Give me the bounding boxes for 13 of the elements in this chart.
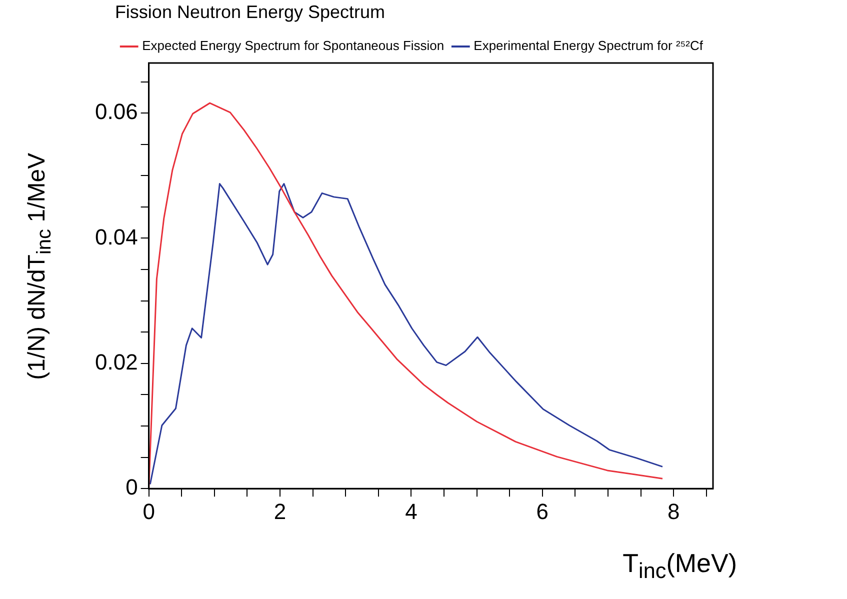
x-axis-title: T$_{inc}$(MeV) xyxy=(622,548,737,584)
x-tick-label: 4 xyxy=(405,498,418,524)
y-tick-label: 0.02 xyxy=(94,349,138,374)
legend-label: Experimental Energy Spectrum for ²⁵²Cf xyxy=(474,38,704,54)
y-tick-label: 0.04 xyxy=(94,224,138,250)
y-tick-label: 0.06 xyxy=(94,99,138,124)
y-tick-label: 0 xyxy=(126,474,138,500)
chart-title: Fission Neutron Energy Spectrum xyxy=(114,2,386,23)
x-tick-label: 6 xyxy=(536,498,549,524)
x-tick-label: 0 xyxy=(142,498,155,524)
x-tick-label: 8 xyxy=(668,498,680,524)
legend-label: Expected Energy Spectrum for Spontaneous Fission xyxy=(142,38,444,54)
x-tick-label: 2 xyxy=(274,498,286,524)
